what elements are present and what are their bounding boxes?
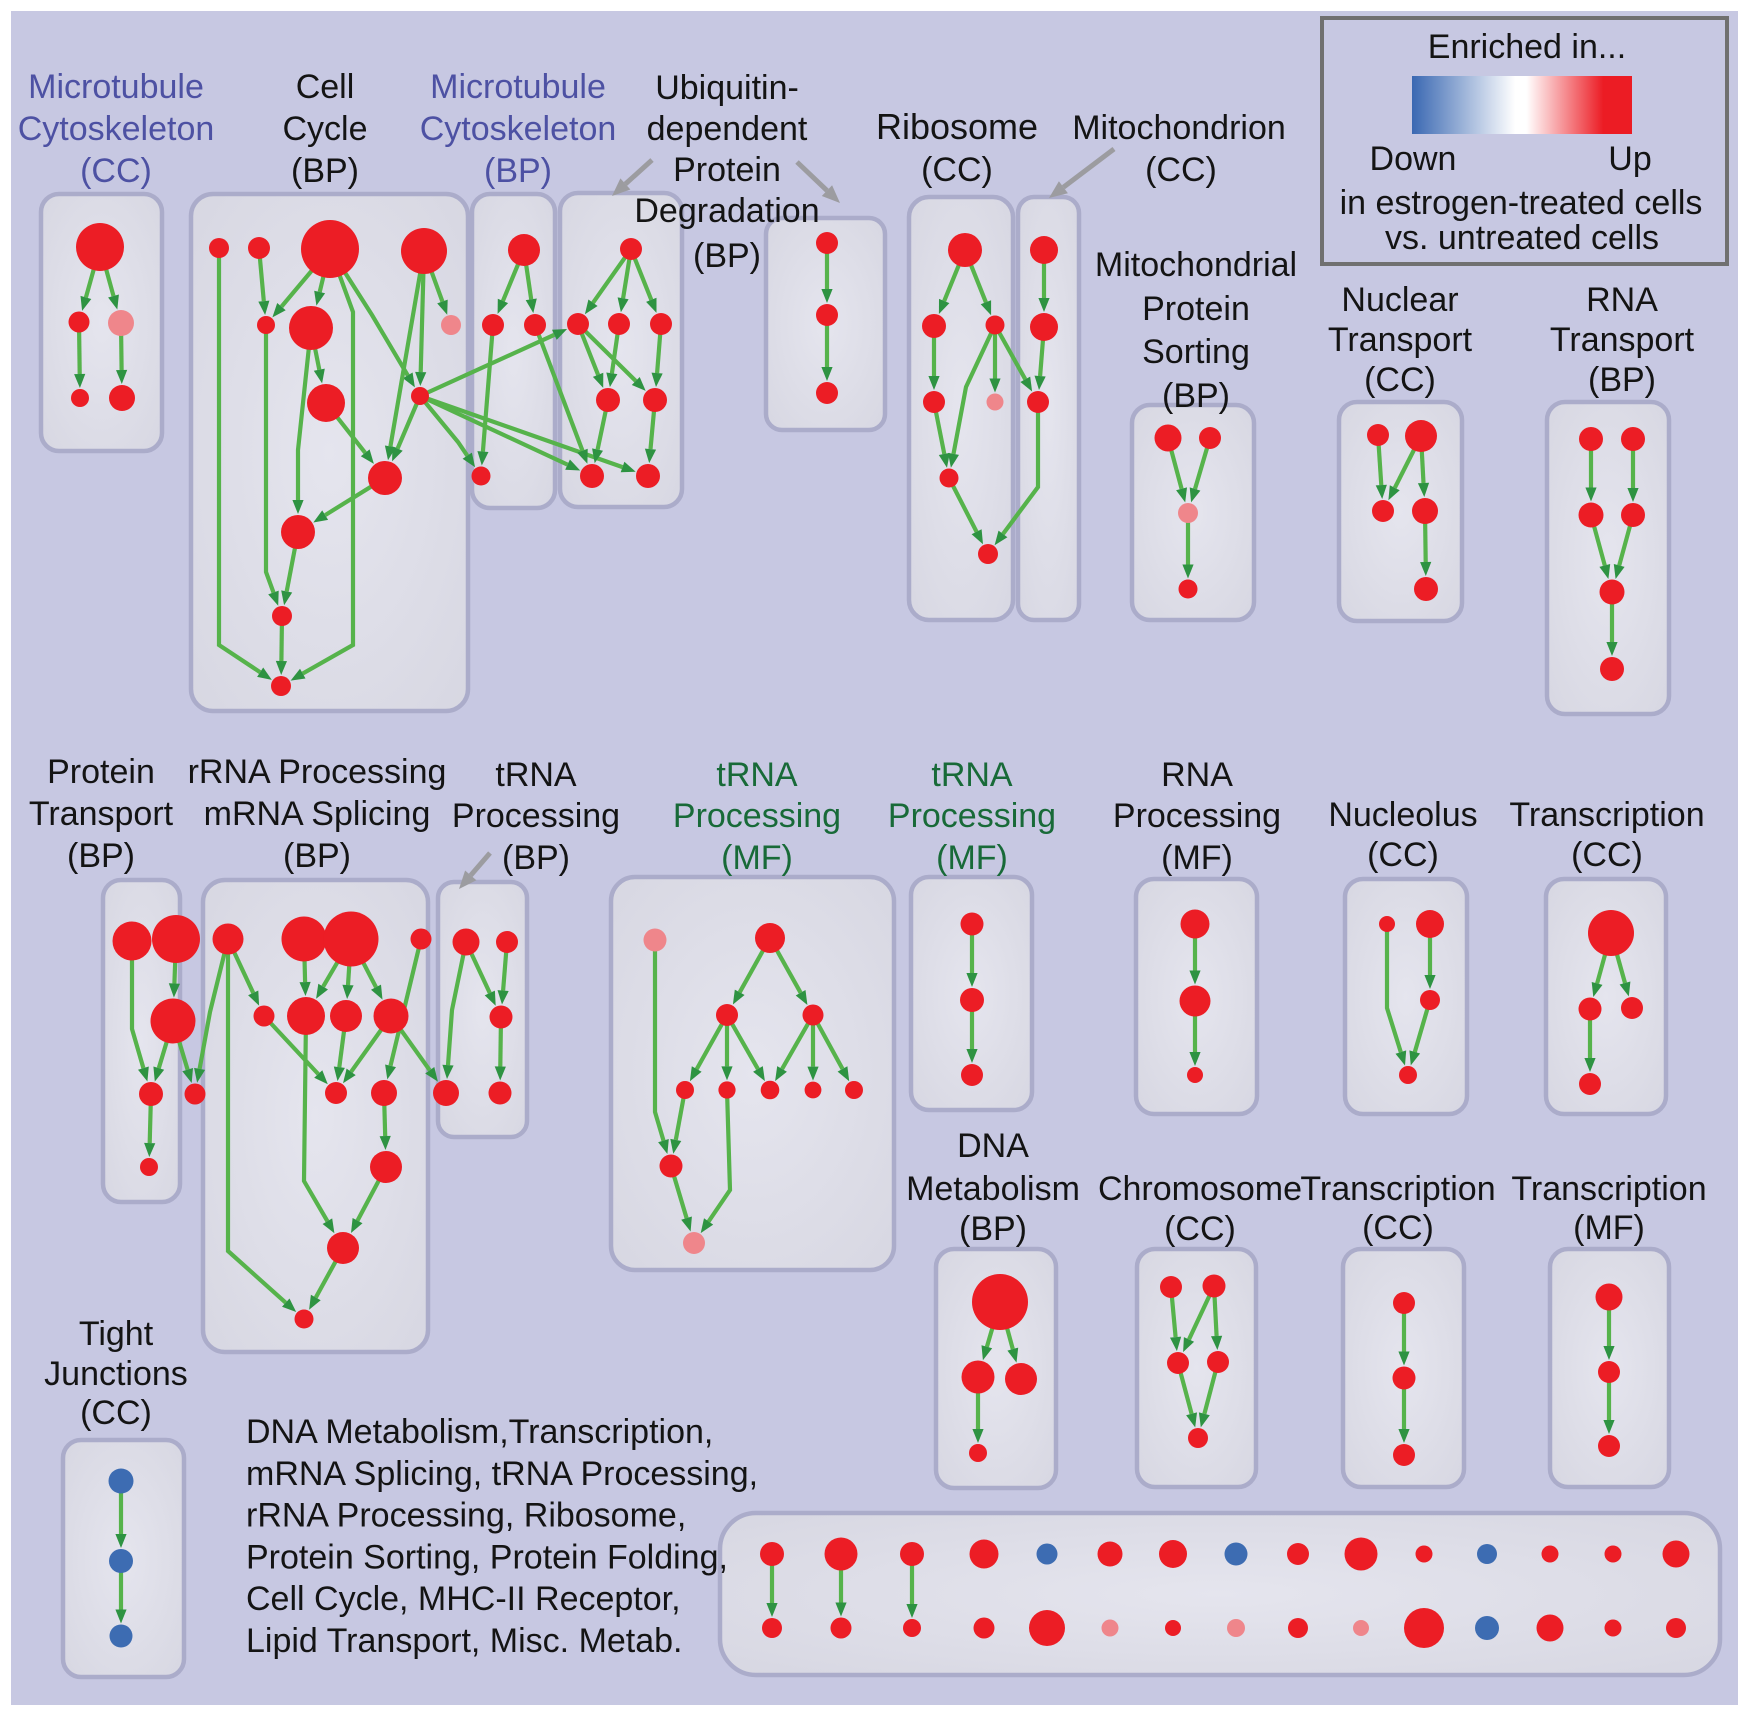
svg-text:Down: Down bbox=[1370, 140, 1457, 178]
svg-text:(MF): (MF) bbox=[1161, 839, 1233, 877]
svg-text:(CC): (CC) bbox=[1362, 1209, 1434, 1247]
svg-text:Junctions: Junctions bbox=[44, 1355, 188, 1393]
svg-text:Nuclear: Nuclear bbox=[1341, 281, 1458, 319]
svg-text:Enriched in...: Enriched in... bbox=[1428, 28, 1626, 66]
svg-text:(BP): (BP) bbox=[291, 152, 359, 190]
svg-text:Chromosome: Chromosome bbox=[1098, 1170, 1302, 1208]
svg-text:(CC): (CC) bbox=[1571, 836, 1643, 874]
svg-text:Nucleolus: Nucleolus bbox=[1328, 796, 1477, 834]
svg-text:Processing: Processing bbox=[452, 797, 620, 835]
svg-text:(CC): (CC) bbox=[1367, 836, 1439, 874]
svg-text:Processing: Processing bbox=[673, 797, 841, 835]
svg-text:Processing: Processing bbox=[1113, 797, 1281, 835]
svg-text:Mitochondrion: Mitochondrion bbox=[1072, 109, 1286, 147]
svg-text:in estrogen-treated cells: in estrogen-treated cells bbox=[1340, 184, 1703, 222]
svg-text:Transcription: Transcription bbox=[1511, 1170, 1706, 1208]
svg-text:Metabolism: Metabolism bbox=[906, 1170, 1080, 1208]
svg-text:Ubiquitin-: Ubiquitin- bbox=[655, 69, 799, 107]
svg-text:Mitochondrial: Mitochondrial bbox=[1095, 246, 1297, 284]
svg-text:Cell Cycle, MHC-II Receptor,: Cell Cycle, MHC-II Receptor, bbox=[246, 1580, 681, 1618]
svg-text:Protein Sorting, Protein Foldi: Protein Sorting, Protein Folding, bbox=[246, 1538, 728, 1576]
svg-text:DNA: DNA bbox=[957, 1127, 1029, 1165]
svg-text:mRNA Splicing, tRNA Processing: mRNA Splicing, tRNA Processing, bbox=[246, 1455, 758, 1493]
svg-text:dependent: dependent bbox=[647, 110, 808, 148]
svg-text:(MF): (MF) bbox=[936, 839, 1008, 877]
svg-text:RNA: RNA bbox=[1161, 756, 1233, 794]
svg-text:Transport: Transport bbox=[29, 795, 174, 833]
svg-text:rRNA Processing: rRNA Processing bbox=[188, 753, 447, 791]
svg-text:(BP): (BP) bbox=[1588, 361, 1656, 399]
svg-text:Ribosome: Ribosome bbox=[876, 106, 1038, 147]
svg-text:Cell: Cell bbox=[296, 68, 355, 106]
svg-text:Processing: Processing bbox=[888, 797, 1056, 835]
svg-text:(MF): (MF) bbox=[721, 839, 793, 877]
svg-text:(CC): (CC) bbox=[921, 151, 993, 189]
svg-text:(CC): (CC) bbox=[80, 152, 152, 190]
svg-text:Cytoskeleton: Cytoskeleton bbox=[18, 110, 215, 148]
svg-text:Protein: Protein bbox=[1142, 290, 1250, 328]
svg-text:RNA: RNA bbox=[1586, 281, 1658, 319]
svg-text:Transcription: Transcription bbox=[1300, 1170, 1495, 1208]
svg-text:(CC): (CC) bbox=[1145, 151, 1217, 189]
svg-text:(BP): (BP) bbox=[693, 237, 761, 275]
svg-text:Cytoskeleton: Cytoskeleton bbox=[420, 110, 617, 148]
svg-text:Up: Up bbox=[1608, 140, 1651, 178]
svg-text:Cycle: Cycle bbox=[282, 110, 367, 148]
svg-text:vs. untreated cells: vs. untreated cells bbox=[1385, 219, 1659, 257]
svg-text:Transport: Transport bbox=[1328, 321, 1473, 359]
svg-text:Lipid Transport, Misc. Metab.: Lipid Transport, Misc. Metab. bbox=[246, 1622, 683, 1660]
svg-text:(BP): (BP) bbox=[67, 837, 135, 875]
svg-text:rRNA Processing, Ribosome,: rRNA Processing, Ribosome, bbox=[246, 1497, 686, 1535]
svg-text:Sorting: Sorting bbox=[1142, 333, 1250, 371]
svg-text:tRNA: tRNA bbox=[716, 756, 798, 794]
svg-text:DNA Metabolism,Transcription,: DNA Metabolism,Transcription, bbox=[246, 1413, 713, 1451]
svg-text:tRNA: tRNA bbox=[931, 756, 1013, 794]
svg-text:(CC): (CC) bbox=[1164, 1210, 1236, 1248]
svg-text:(BP): (BP) bbox=[502, 839, 570, 877]
svg-text:(BP): (BP) bbox=[1162, 377, 1230, 415]
svg-text:Transcription: Transcription bbox=[1509, 796, 1704, 834]
svg-text:(BP): (BP) bbox=[959, 1210, 1027, 1248]
svg-text:(MF): (MF) bbox=[1573, 1209, 1645, 1247]
svg-text:(BP): (BP) bbox=[283, 837, 351, 875]
svg-text:Microtubule: Microtubule bbox=[430, 68, 606, 106]
svg-text:(CC): (CC) bbox=[1364, 361, 1436, 399]
svg-text:mRNA Splicing: mRNA Splicing bbox=[204, 795, 431, 833]
svg-text:tRNA: tRNA bbox=[495, 756, 577, 794]
svg-text:Degradation: Degradation bbox=[634, 192, 819, 230]
svg-text:Protein: Protein bbox=[673, 151, 781, 189]
svg-text:Transport: Transport bbox=[1550, 321, 1695, 359]
svg-text:(CC): (CC) bbox=[80, 1394, 152, 1432]
svg-text:Microtubule: Microtubule bbox=[28, 68, 204, 106]
svg-text:(BP): (BP) bbox=[484, 152, 552, 190]
svg-text:Tight: Tight bbox=[79, 1315, 154, 1353]
svg-text:Protein: Protein bbox=[47, 753, 155, 791]
